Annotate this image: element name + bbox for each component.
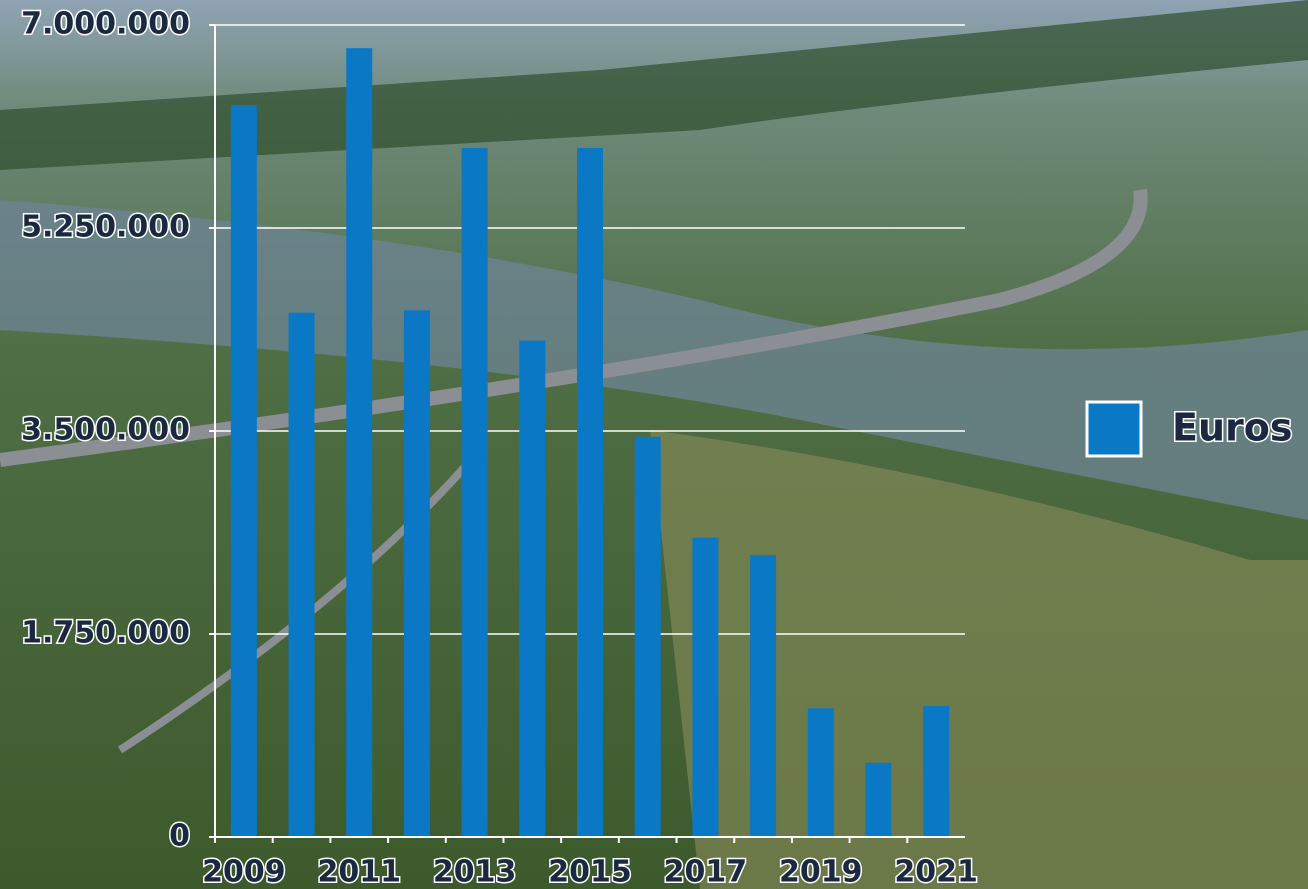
legend-swatch xyxy=(1085,400,1143,458)
y-tick-label: 0 xyxy=(169,819,190,854)
x-tick-label: 2021 xyxy=(894,855,978,889)
bar xyxy=(346,48,373,837)
y-tick-label: 5.250.000 xyxy=(21,210,190,245)
bar xyxy=(288,312,315,837)
y-tick-label: 7.000.000 xyxy=(21,7,190,42)
bar xyxy=(461,147,488,837)
bar xyxy=(865,762,892,837)
bar xyxy=(577,147,603,837)
x-tick-label: 2013 xyxy=(433,855,517,889)
bar xyxy=(634,436,661,837)
bar xyxy=(692,537,719,837)
y-tick-label: 3.500.000 xyxy=(21,413,190,448)
x-tick-label: 2019 xyxy=(779,855,863,889)
bar xyxy=(807,708,834,837)
bar xyxy=(923,705,950,837)
bar xyxy=(519,340,546,837)
x-tick-label: 2011 xyxy=(317,855,401,889)
y-tick-label: 1.750.000 xyxy=(21,616,190,651)
x-tick-label: 2017 xyxy=(664,855,748,889)
bar xyxy=(403,310,430,837)
bar xyxy=(750,555,777,837)
x-tick-label: 2009 xyxy=(202,855,286,889)
x-tick-label: 2015 xyxy=(548,855,632,889)
bar xyxy=(230,105,257,838)
legend-label: Euros xyxy=(1172,406,1292,450)
